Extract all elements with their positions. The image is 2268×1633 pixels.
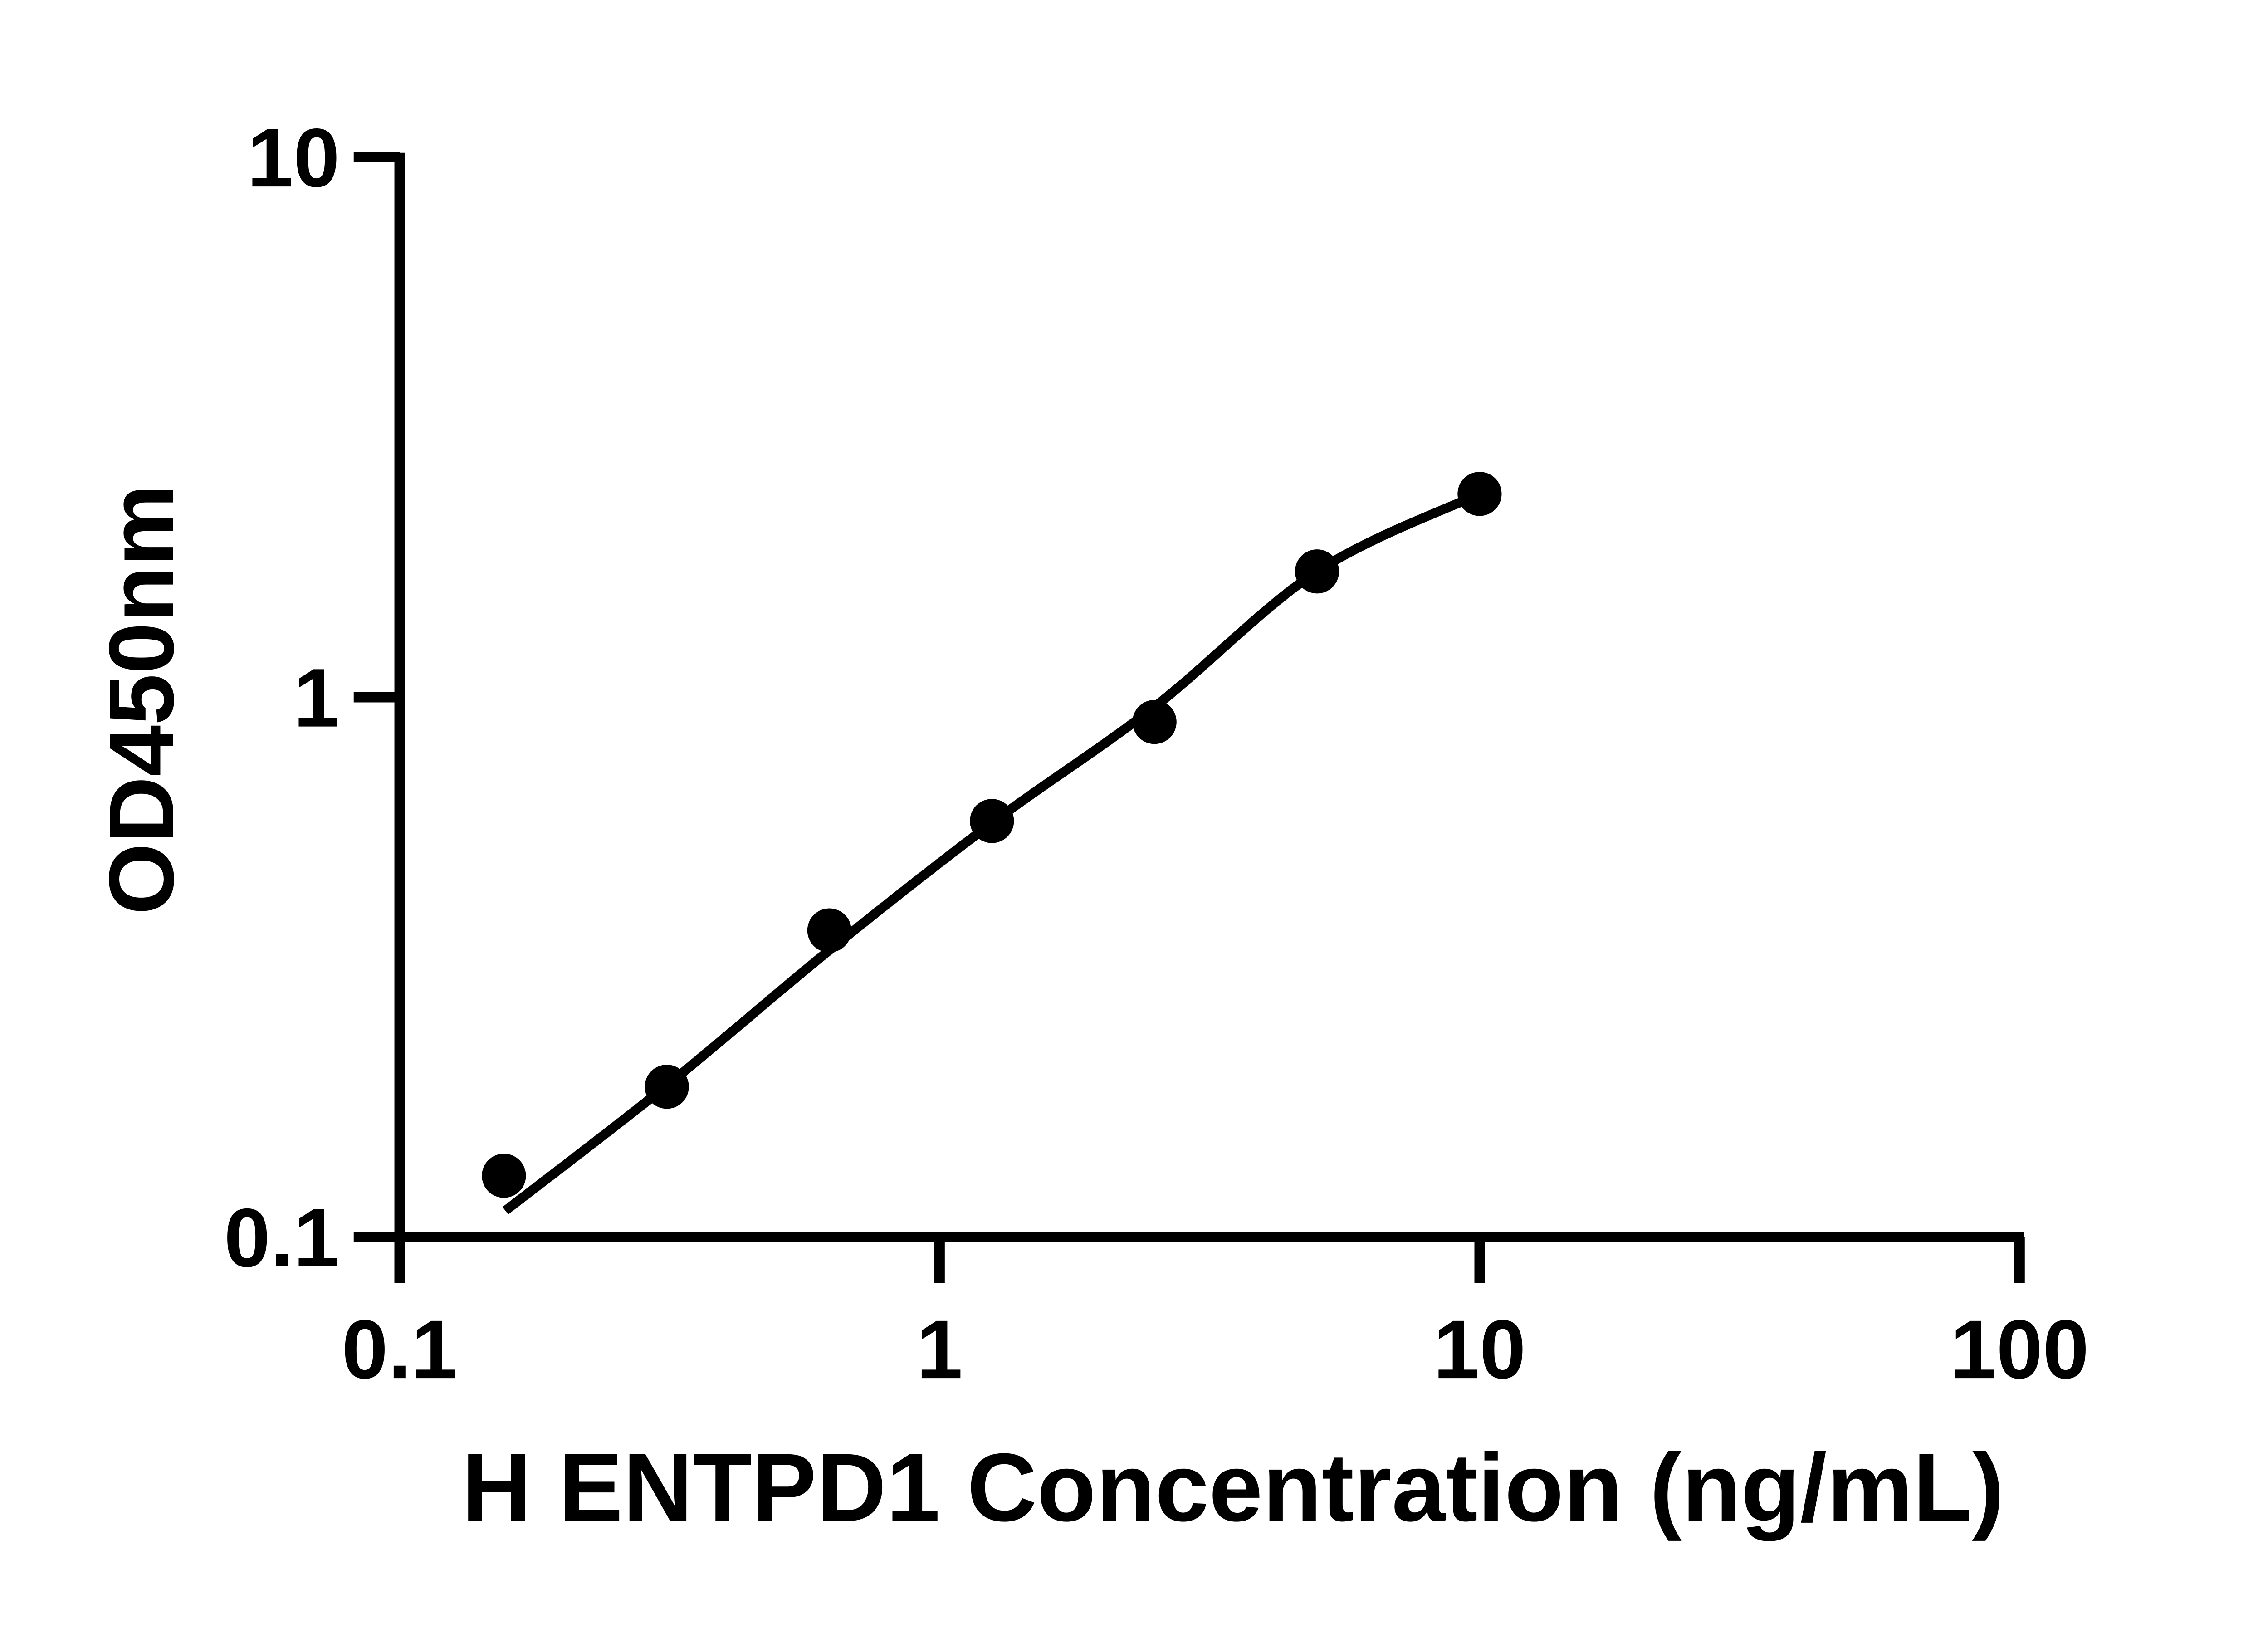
axis-tick-labels: 0.1 1 10 100 10 1 0.1 xyxy=(224,111,2089,1396)
axis-ticks xyxy=(353,152,2025,1283)
x-tick-label: 1 xyxy=(916,1303,963,1396)
data-point xyxy=(1457,472,1502,516)
data-point xyxy=(970,799,1014,843)
x-tick-label: 10 xyxy=(1433,1303,1526,1396)
data-point xyxy=(1295,549,1339,594)
fit-curve xyxy=(502,489,1482,1215)
y-tick-label: 0.1 xyxy=(224,1191,340,1284)
y-axis-title: OD450nm xyxy=(90,484,193,914)
data-point xyxy=(482,1154,526,1198)
y-tick-label: 10 xyxy=(247,111,340,204)
x-axis-title: H ENTPD1 Concentration (ng/mL) xyxy=(462,1434,2004,1542)
data-point xyxy=(807,908,852,953)
plot-area: 0.1 1 10 100 10 1 0.1 xyxy=(224,111,2089,1396)
data-point xyxy=(1132,699,1177,744)
data-point xyxy=(645,1065,689,1109)
data-points xyxy=(482,472,1502,1198)
y-tick-label: 1 xyxy=(293,651,340,744)
x-tick-label: 100 xyxy=(1950,1303,2089,1396)
x-tick-label: 0.1 xyxy=(342,1303,457,1396)
